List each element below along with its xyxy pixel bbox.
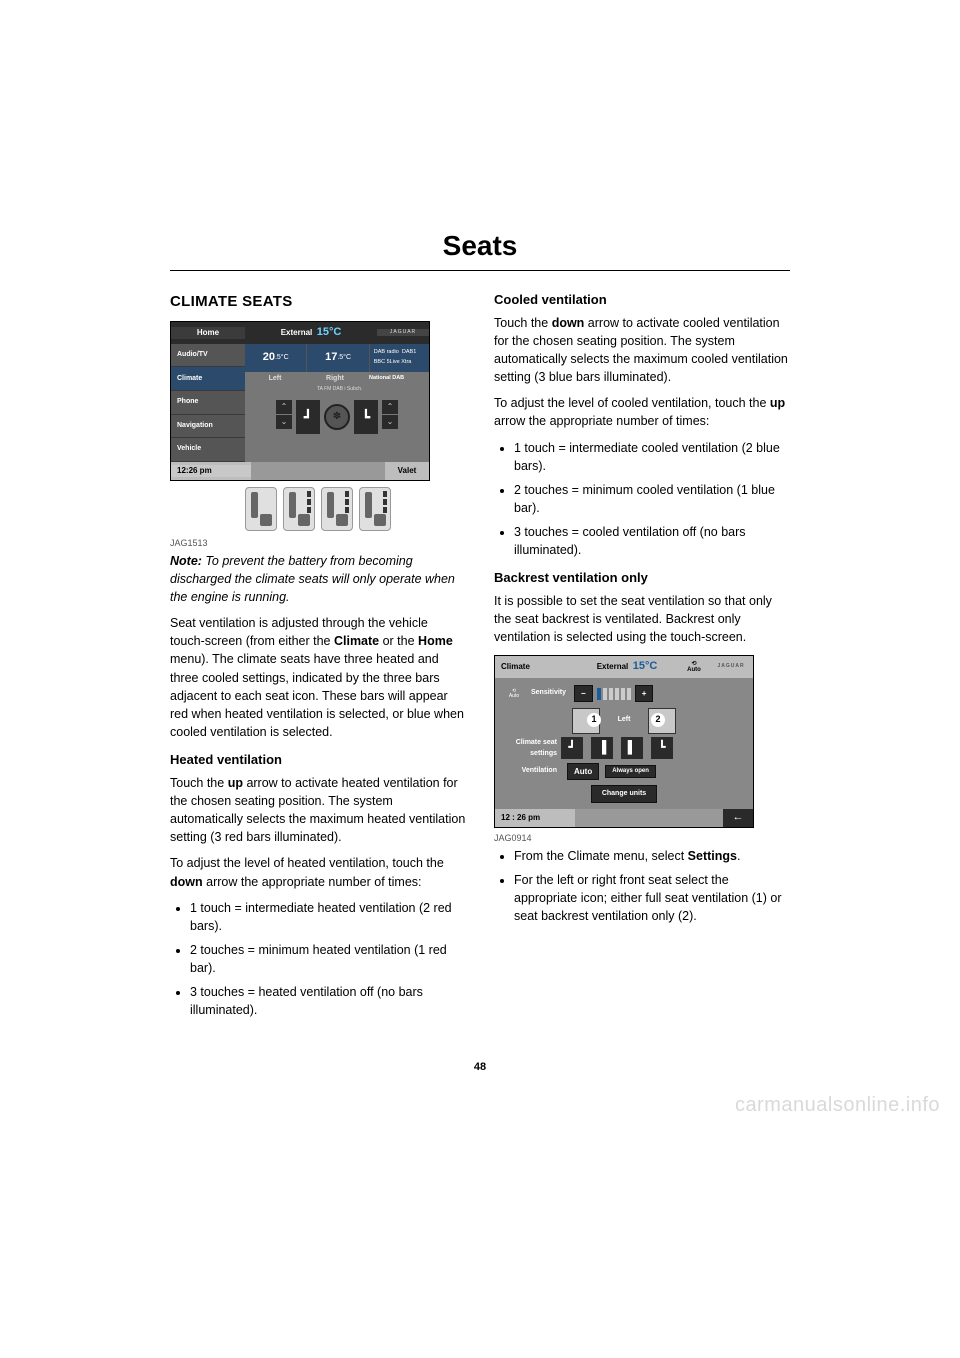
- body-text: Touch the down arrow to activate cooled …: [494, 314, 790, 387]
- right-backrest-icon[interactable]: ▌: [621, 737, 643, 759]
- auto-icon[interactable]: ⟲Auto: [501, 689, 527, 699]
- valet-button[interactable]: Valet: [385, 465, 429, 477]
- body-text: Touch the up arrow to activate heated ve…: [170, 774, 466, 847]
- dab-band: DAB1: [402, 349, 416, 355]
- sensitivity-plus-button[interactable]: +: [635, 685, 654, 703]
- brand-logo: JAGUAR: [377, 329, 429, 336]
- left-column: CLIMATE SEATS Home External 15°C JAGUAR: [170, 291, 466, 1027]
- body-text: It is possible to set the seat ventilati…: [494, 592, 790, 646]
- sidebar-item-climate[interactable]: Climate: [171, 367, 245, 391]
- temp-right-unit: .5°C: [337, 353, 351, 363]
- left-seat-label: Left: [245, 374, 305, 384]
- divider: [170, 270, 790, 271]
- list-item: 1 touch = intermediate cooled ventilatio…: [514, 439, 790, 475]
- dab-station: BBC 5Live Xtra: [374, 359, 412, 367]
- body-text: Seat ventilation is adjusted through the…: [170, 614, 466, 741]
- external-temp-value: 15: [317, 326, 329, 338]
- note-body: To prevent the battery from becoming dis…: [170, 554, 455, 604]
- ventilation-label: Ventilation: [501, 766, 561, 776]
- sidebar-item-navigation[interactable]: Navigation: [171, 415, 245, 439]
- sensitivity-bars: [597, 688, 631, 700]
- seat-variant-icon: [245, 487, 277, 531]
- right-down-arrow[interactable]: ⌄: [382, 415, 398, 429]
- temp-left[interactable]: 20.5°C: [245, 344, 307, 372]
- dab-info: DAB radio DAB1 BBC 5Live Xtra: [370, 344, 429, 372]
- temp-right-value: 17: [325, 350, 337, 366]
- right-full-seat-icon[interactable]: ┗: [651, 737, 673, 759]
- seat-variant-icon: [321, 487, 353, 531]
- section-heading-climate-seats: CLIMATE SEATS: [170, 291, 466, 313]
- seat-icon-magnified-row: [170, 481, 466, 533]
- sidebar-item-audio[interactable]: Audio/TV: [171, 344, 245, 368]
- temp-left-value: 20: [263, 350, 275, 366]
- right-column: Cooled ventilation Touch the down arrow …: [494, 291, 790, 1027]
- sidebar-item-vehicle[interactable]: Vehicle: [171, 438, 245, 462]
- figure-climate-settings-screen: Climate External 15°C ⟲Auto JAGUAR ⟲Auto…: [494, 655, 790, 828]
- fan-icon[interactable]: ✽: [324, 404, 350, 430]
- figure-label: JAG1513: [170, 537, 466, 550]
- page-number: 48: [170, 1061, 790, 1073]
- bottom-bar: [575, 809, 723, 827]
- time-display: 12:26 pm: [171, 465, 251, 477]
- brand-logo: JAGUAR: [709, 663, 753, 670]
- external-temp-display: External 15°C: [575, 659, 679, 675]
- list-item: From the Climate menu, select Settings.: [514, 847, 790, 865]
- figure-home-screen: Home External 15°C JAGUAR Audio/TV Clima…: [170, 321, 466, 533]
- note-text: Note: To prevent the battery from becomi…: [170, 552, 466, 606]
- subheading-heated-ventilation: Heated ventilation: [170, 751, 466, 770]
- left-label: Left: [618, 715, 631, 725]
- callout-2: 2: [651, 713, 665, 727]
- left-down-arrow[interactable]: ⌄: [276, 415, 292, 429]
- temp-right[interactable]: 17.5°C: [307, 344, 369, 372]
- external-temp-unit: °C: [329, 326, 341, 338]
- time-display: 12 : 26 pm: [495, 812, 575, 824]
- left-full-seat-icon[interactable]: ┛: [561, 737, 583, 759]
- left-up-arrow[interactable]: ⌃: [276, 400, 292, 414]
- right-seat-icon[interactable]: ┗: [354, 400, 378, 434]
- figure-label: JAG0914: [494, 832, 790, 845]
- callout-1: 1: [587, 713, 601, 727]
- chapter-title: Seats: [170, 230, 790, 262]
- list-item: 1 touch = intermediate heated ventilatio…: [190, 899, 466, 935]
- external-label: External: [281, 328, 313, 337]
- list-item: 2 touches = minimum heated ventilation (…: [190, 941, 466, 977]
- national-dab-label: National DAB: [365, 375, 429, 383]
- body-text: To adjust the level of heated ventilatio…: [170, 854, 466, 890]
- subheading-backrest-ventilation: Backrest ventilation only: [494, 569, 790, 588]
- bottom-bar: [251, 462, 385, 480]
- body-text: To adjust the level of cooled ventilatio…: [494, 394, 790, 430]
- ventilation-auto-button[interactable]: Auto: [567, 763, 599, 781]
- sensitivity-label: Sensitivity: [531, 688, 570, 698]
- always-open-button[interactable]: Always open: [605, 765, 656, 778]
- climate-seat-settings-label: Climate seat settings: [501, 738, 561, 758]
- ta-fm-label: TA FM DAB i Subch.: [245, 386, 429, 396]
- list-item: For the left or right front seat select …: [514, 871, 790, 925]
- list-item: 3 touches = heated ventilation off (no b…: [190, 983, 466, 1019]
- climate-tab[interactable]: Climate: [495, 661, 575, 673]
- list-item: 2 touches = minimum cooled ventilation (…: [514, 481, 790, 517]
- seat-variant-icon: [283, 487, 315, 531]
- subheading-cooled-ventilation: Cooled ventilation: [494, 291, 790, 310]
- change-units-button[interactable]: Change units: [591, 785, 657, 803]
- dab-label: DAB radio: [374, 349, 399, 355]
- sidebar-menu: Audio/TV Climate Phone Navigation Vehicl…: [171, 344, 245, 462]
- right-up-arrow[interactable]: ⌃: [382, 400, 398, 414]
- back-button[interactable]: ←: [723, 809, 753, 827]
- external-temp-display: External 15°C: [245, 325, 377, 341]
- bullet-list: From the Climate menu, select Settings. …: [494, 847, 790, 926]
- right-seat-label: Right: [305, 374, 365, 384]
- temp-left-unit: .5°C: [275, 353, 289, 363]
- bullet-list: 1 touch = intermediate cooled ventilatio…: [494, 439, 790, 560]
- left-backrest-icon[interactable]: ▐: [591, 737, 613, 759]
- seat-variant-icon: [359, 487, 391, 531]
- note-label: Note:: [170, 554, 202, 568]
- sensitivity-minus-button[interactable]: −: [574, 685, 593, 703]
- left-seat-icon[interactable]: ┛: [296, 400, 320, 434]
- home-tab[interactable]: Home: [171, 327, 245, 339]
- sidebar-item-phone[interactable]: Phone: [171, 391, 245, 415]
- watermark: carmanualsonline.info: [735, 1094, 940, 1117]
- bullet-list: 1 touch = intermediate heated ventilatio…: [170, 899, 466, 1020]
- auto-recirc-icon[interactable]: ⟲Auto: [679, 661, 709, 673]
- list-item: 3 touches = cooled ventilation off (no b…: [514, 523, 790, 559]
